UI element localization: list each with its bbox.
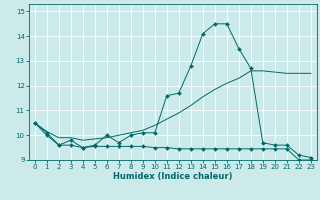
X-axis label: Humidex (Indice chaleur): Humidex (Indice chaleur) <box>113 172 233 181</box>
